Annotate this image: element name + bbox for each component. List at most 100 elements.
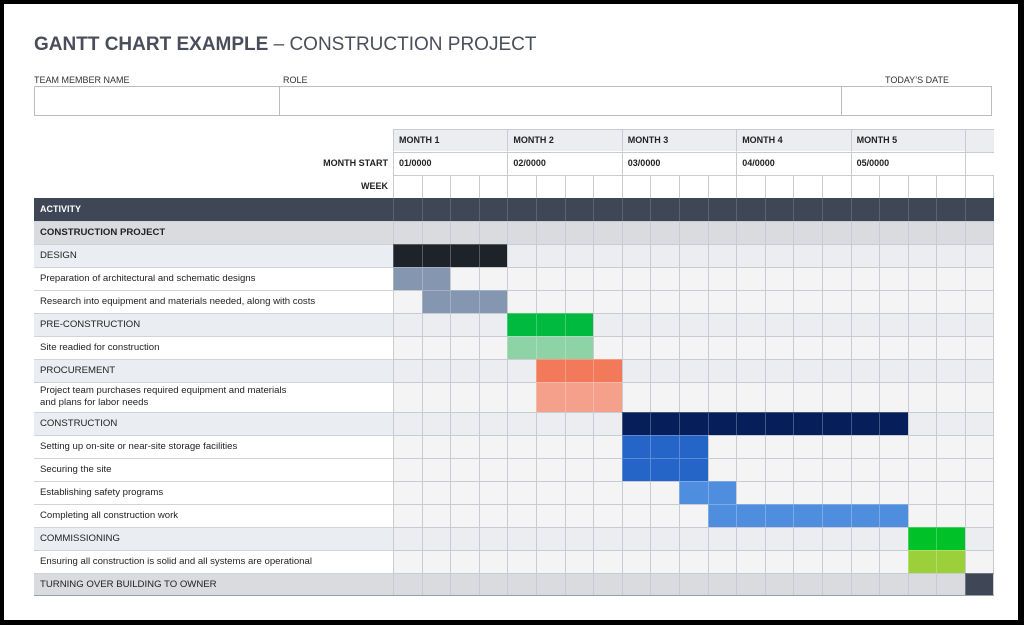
week-grid-cell xyxy=(736,573,765,596)
activity-label: Research into equipment and materials ne… xyxy=(40,296,316,307)
week-grid-cell xyxy=(879,481,908,504)
gantt-bar-cell xyxy=(764,412,794,435)
gantt-bar-cell xyxy=(536,313,565,336)
week-grid-cell xyxy=(936,458,965,481)
month-start-cell xyxy=(850,152,965,175)
week-grid-cell xyxy=(536,290,565,313)
week-grid-cell xyxy=(736,244,765,267)
month-start-cell xyxy=(621,152,737,175)
week-grid-cell xyxy=(650,527,679,550)
week-grid-cell xyxy=(478,313,508,336)
week-grid-cell xyxy=(393,435,422,458)
week-grid-cell xyxy=(850,221,880,244)
week-grid-cell xyxy=(793,435,822,458)
activity-header-week xyxy=(621,198,651,221)
gantt-bar-cell xyxy=(393,267,422,290)
week-grid-cell xyxy=(936,359,965,382)
week-grid-cell xyxy=(450,573,479,596)
week-grid-cell xyxy=(850,267,880,290)
week-grid-cell xyxy=(936,382,965,412)
week-grid-cell xyxy=(907,382,937,412)
month-start-tail xyxy=(965,152,994,175)
week-grid-cell xyxy=(393,458,422,481)
week-grid-cell xyxy=(536,435,565,458)
week-grid-cell xyxy=(621,336,651,359)
week-grid-cell xyxy=(421,359,451,382)
month-start-value: 05/0000 xyxy=(856,158,890,168)
week-grid-cell xyxy=(850,382,880,412)
week-grid-cell xyxy=(764,221,794,244)
activity-header-week xyxy=(564,198,594,221)
week-cell xyxy=(679,175,708,198)
week-grid-cell xyxy=(764,267,794,290)
activity-header-week xyxy=(965,198,994,221)
week-grid-cell xyxy=(536,573,565,596)
info-divider xyxy=(841,87,842,115)
week-grid-cell xyxy=(707,458,737,481)
week-grid-cell xyxy=(564,267,594,290)
week-grid-cell xyxy=(478,382,508,412)
week-grid-cell xyxy=(393,359,422,382)
activity-label: CONSTRUCTION PROJECT xyxy=(40,227,166,238)
gantt-bar-cell xyxy=(907,550,937,573)
week-grid-cell xyxy=(936,221,965,244)
week-grid-cell xyxy=(736,550,765,573)
week-cell xyxy=(564,175,594,198)
week-grid-cell xyxy=(793,336,822,359)
week-grid-cell xyxy=(879,290,908,313)
week-grid-cell xyxy=(478,412,508,435)
week-grid-cell xyxy=(393,336,422,359)
week-grid-cell xyxy=(564,527,594,550)
week-grid-cell xyxy=(478,481,508,504)
week-grid-cell xyxy=(764,359,794,382)
page-title: GANTT CHART EXAMPLE – CONSTRUCTION PROJE… xyxy=(34,34,536,56)
gantt-bar-cell xyxy=(965,573,994,596)
week-grid-cell xyxy=(850,481,880,504)
activity-header-week xyxy=(536,198,565,221)
gantt-bar-cell xyxy=(679,412,708,435)
week-cell xyxy=(507,175,536,198)
week-grid-cell xyxy=(707,382,737,412)
week-grid-cell xyxy=(393,412,422,435)
week-grid-cell xyxy=(965,359,994,382)
week-grid-cell xyxy=(936,573,965,596)
week-grid-cell xyxy=(965,550,994,573)
week-grid-cell xyxy=(507,458,536,481)
week-grid-cell xyxy=(850,244,880,267)
gantt-bar-cell xyxy=(593,359,622,382)
gantt-bar-cell xyxy=(679,481,708,504)
gantt-bar-cell xyxy=(679,458,708,481)
week-grid-cell xyxy=(593,573,622,596)
month-start-value: 03/0000 xyxy=(627,158,661,168)
month-start-cell xyxy=(507,152,622,175)
gantt-bar-cell xyxy=(793,504,822,527)
week-grid-cell xyxy=(764,458,794,481)
week-grid-cell xyxy=(822,435,851,458)
week-grid-cell xyxy=(679,244,708,267)
gantt-bar-cell xyxy=(564,313,594,336)
week-grid-cell xyxy=(564,573,594,596)
week-grid-cell xyxy=(564,504,594,527)
title-bold: GANTT CHART EXAMPLE xyxy=(34,34,269,55)
week-grid-cell xyxy=(679,550,708,573)
gantt-bar-cell xyxy=(707,481,737,504)
week-cell xyxy=(822,175,851,198)
info-fields-box xyxy=(34,86,992,116)
activity-row xyxy=(34,267,393,290)
week-grid-cell xyxy=(507,573,536,596)
gantt-bar-cell xyxy=(450,290,479,313)
month-start-cell xyxy=(393,152,508,175)
week-grid-cell xyxy=(593,504,622,527)
week-grid-cell xyxy=(621,481,651,504)
week-grid-cell xyxy=(707,550,737,573)
week-grid-cell xyxy=(793,481,822,504)
week-grid-cell xyxy=(822,481,851,504)
week-grid-cell xyxy=(764,313,794,336)
week-grid-cell xyxy=(650,267,679,290)
week-grid-cell xyxy=(822,458,851,481)
gantt-bar-cell xyxy=(793,412,822,435)
week-grid-cell xyxy=(564,244,594,267)
week-grid-cell xyxy=(650,290,679,313)
week-grid-cell xyxy=(507,481,536,504)
month-tail-cell xyxy=(965,129,994,152)
